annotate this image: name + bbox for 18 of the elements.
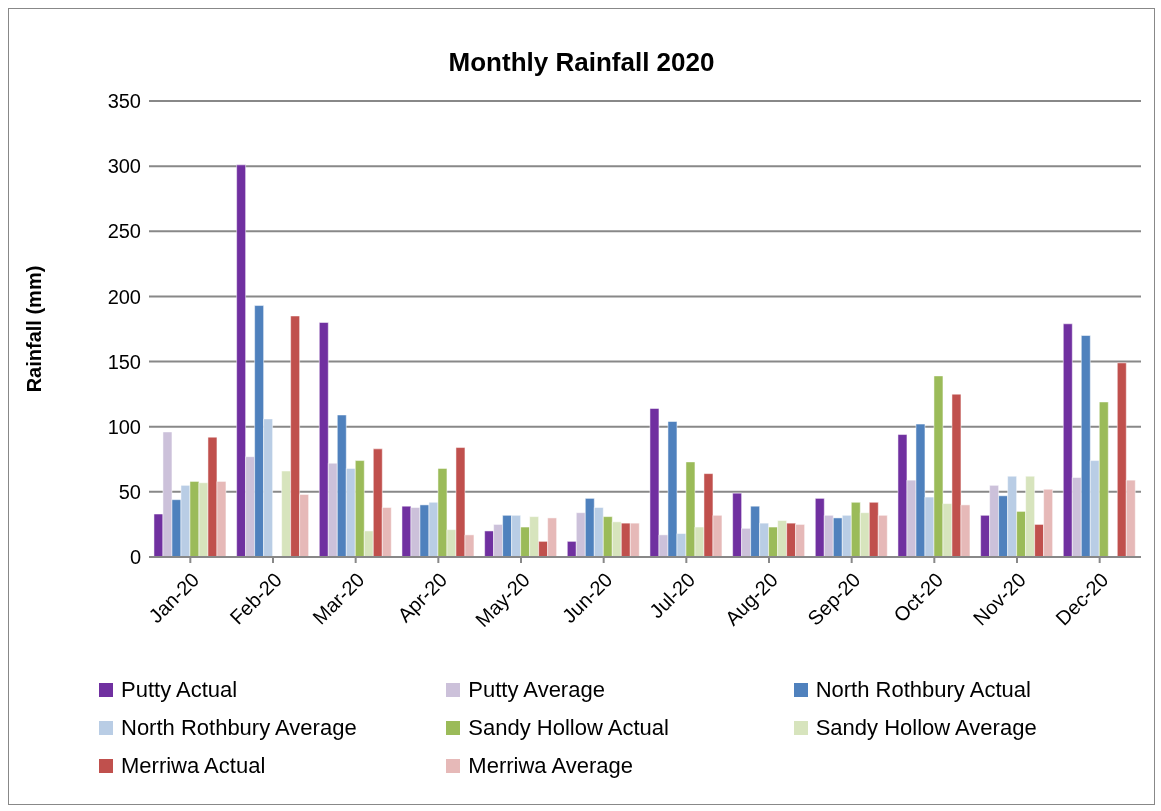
y-axis-title: Rainfall (mm) — [23, 265, 46, 393]
legend-label: Putty Average — [468, 677, 605, 703]
y-tick-label: 250 — [107, 220, 141, 243]
legend-label: Putty Actual — [121, 677, 238, 703]
y-tick-label: 0 — [129, 546, 141, 569]
legend-label: Sandy Hollow Actual — [468, 715, 669, 741]
y-tick-label: 100 — [107, 415, 141, 438]
legend-label: North Rothbury Average — [121, 715, 357, 741]
legend-label: North Rothbury Actual — [815, 677, 1031, 703]
y-tick-label: 300 — [107, 155, 141, 178]
chart-title: Monthly Rainfall 2020 — [447, 47, 716, 78]
y-tick-label: 150 — [107, 350, 141, 373]
legend-label: Merriwa Actual — [121, 753, 266, 779]
y-tick-label: 200 — [107, 285, 141, 308]
y-tick-label: 350 — [107, 90, 141, 113]
legend-label: Merriwa Average — [468, 753, 633, 779]
y-tick-label: 50 — [118, 480, 141, 503]
legend-label: Sandy Hollow Average — [815, 715, 1037, 741]
